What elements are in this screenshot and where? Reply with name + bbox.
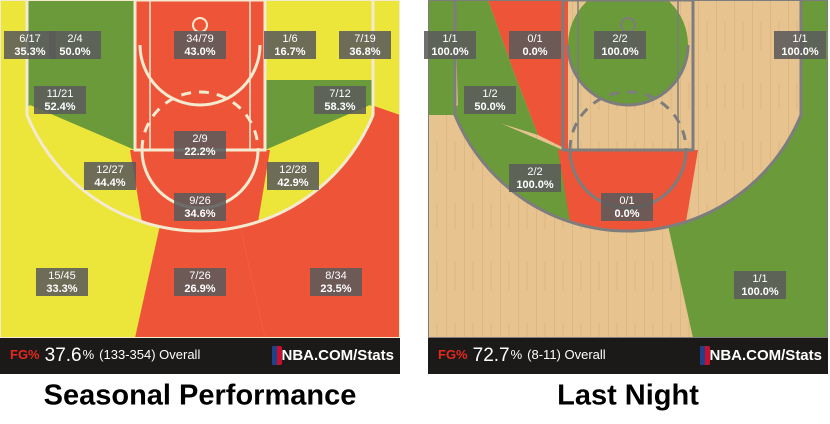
- zone-made: 8/34: [325, 270, 346, 282]
- fg-detail: (133-354) Overall: [99, 347, 200, 362]
- free-throw-circle-dashed: [140, 90, 260, 151]
- zone-made: 1/1: [752, 273, 767, 285]
- brand: NBA.COM/Stats: [709, 347, 822, 364]
- zone-made: 11/21: [47, 88, 74, 100]
- zone-label-box: [314, 86, 366, 114]
- zone-pct: 100.0%: [516, 179, 554, 191]
- zone-pct: 0.0%: [522, 46, 547, 58]
- zone-made: 2/2: [612, 33, 627, 45]
- zone-pct: 100.0%: [431, 46, 469, 58]
- zone-label-box: [339, 31, 391, 59]
- zone-label-box: [594, 31, 646, 59]
- zone-pct: 52.4%: [44, 101, 75, 113]
- fg-label: FG%: [438, 347, 468, 362]
- zone-made: 0/1: [619, 195, 634, 207]
- zone-label-box: [174, 193, 226, 221]
- zone-pct: 100.0%: [741, 286, 779, 298]
- zone-pct: 26.9%: [184, 283, 215, 295]
- paint-line: [561, 0, 695, 152]
- footer-bar: [0, 338, 400, 374]
- zone-pct: 23.5%: [320, 283, 351, 295]
- zone-pct: 50.0%: [59, 46, 90, 58]
- panel: 1/1100.0%0/10.0%2/2100.0%1/1100.0%1/250.…: [424, 0, 828, 412]
- restricted-arc: [138, 44, 262, 107]
- zone-label-box: [267, 162, 319, 190]
- zone-label-box: [509, 31, 561, 59]
- footer-stat: FG% 72.7% (8-11) Overall: [438, 345, 606, 366]
- nba-logo: [700, 346, 705, 365]
- zone-made: 7/12: [329, 88, 350, 100]
- zone-made: 12/28: [279, 164, 307, 176]
- zone-pct: 16.7%: [274, 46, 305, 58]
- zone-made: 2/9: [192, 133, 207, 145]
- zone-made: 6/17: [19, 33, 40, 45]
- fg-unit: %: [511, 347, 523, 362]
- zone-label-box: [174, 131, 226, 159]
- zone-pct: 34.6%: [184, 208, 215, 220]
- zone-label-box: [424, 31, 476, 59]
- zone-pct: 22.2%: [184, 146, 215, 158]
- zone-label-box: [310, 268, 362, 296]
- zone-made: 9/26: [189, 195, 210, 207]
- zone-label-box: [264, 31, 316, 59]
- fg-label: FG%: [10, 347, 40, 362]
- zone-pct: 36.8%: [349, 46, 380, 58]
- three-point-line: [25, 0, 375, 233]
- zone-label-box: [4, 31, 56, 59]
- brand: NBA.COM/Stats: [281, 347, 394, 364]
- panel: 6/1735.3%2/450.0%34/7943.0%1/616.7%7/193…: [0, 0, 400, 412]
- zone-made: 15/45: [48, 270, 76, 282]
- zone-label-box: [36, 268, 88, 296]
- zone-label-box: [464, 86, 516, 114]
- zone-made: 12/27: [96, 164, 124, 176]
- zone-made: 2/4: [67, 33, 82, 45]
- zone-pct: 100.0%: [781, 46, 819, 58]
- zone-label-box: [601, 193, 653, 221]
- zone-pct: 44.4%: [94, 177, 125, 189]
- zone-label-box: [774, 31, 826, 59]
- nba-logo: [272, 346, 277, 365]
- zone-pct: 35.3%: [14, 46, 45, 58]
- fg-value: 72.7: [473, 345, 510, 366]
- fg-unit: %: [83, 347, 95, 362]
- zone-made: 7/26: [189, 270, 210, 282]
- zone-label-box: [34, 86, 86, 114]
- zone-label-box: [84, 162, 136, 190]
- zone-label-box: [174, 31, 226, 59]
- zone-made: 0/1: [527, 33, 542, 45]
- zone-made: 7/19: [354, 33, 375, 45]
- zone-made: 1/1: [442, 33, 457, 45]
- zone-pct: 42.9%: [277, 177, 308, 189]
- zone-made: 1/2: [482, 88, 497, 100]
- zone-made: 1/6: [282, 33, 297, 45]
- footer-stat: FG% 37.6% (133-354) Overall: [10, 345, 200, 366]
- top-zones: [135, 0, 265, 150]
- zone-made: 1/1: [792, 33, 807, 45]
- zone-label-box: [734, 271, 786, 299]
- free-throw-circle-dashed: [568, 90, 688, 151]
- zone-made: 34/79: [186, 33, 214, 45]
- caption: Last Night: [557, 380, 699, 412]
- zone-label-box: [509, 164, 561, 192]
- zone-label-box: [174, 268, 226, 296]
- fg-value: 37.6: [45, 345, 82, 366]
- zone-pct: 100.0%: [601, 46, 639, 58]
- zone-pct: 43.0%: [184, 46, 215, 58]
- zone-made: 2/2: [527, 166, 542, 178]
- zone-pct: 33.3%: [46, 283, 77, 295]
- caption: Seasonal Performance: [44, 380, 357, 412]
- zone-pct: 0.0%: [614, 208, 639, 220]
- restricted-arc: [566, 44, 690, 107]
- zone-label-box: [49, 31, 101, 59]
- three-point-line: [453, 0, 803, 233]
- fg-detail: (8-11) Overall: [527, 347, 606, 362]
- zone-pct: 58.3%: [324, 101, 355, 113]
- footer-bar: [428, 338, 828, 374]
- zone-pct: 50.0%: [474, 101, 505, 113]
